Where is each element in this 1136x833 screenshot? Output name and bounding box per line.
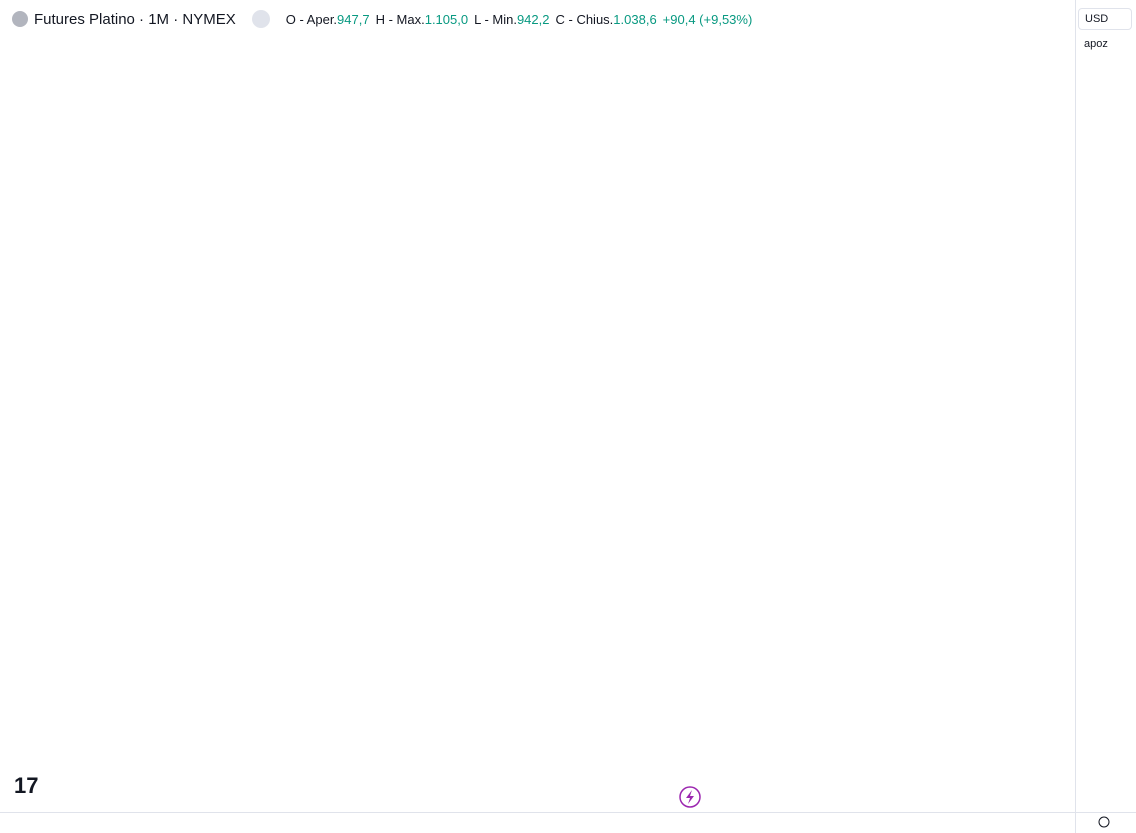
settings-icon[interactable] <box>1098 816 1110 828</box>
legend-header: Futures Platino · 1M · NYMEX O - Aper.94… <box>12 8 758 30</box>
currency-text: USD <box>1085 13 1109 25</box>
field-key: O - Aper. <box>285 11 338 27</box>
change: +90,4 (+9,53%) <box>662 11 753 27</box>
field-key: C - Chius. <box>555 11 614 27</box>
field-value: 1.105,0 <box>424 11 469 27</box>
currency[interactable]: USD <box>1078 8 1132 30</box>
field-value: 942,2 <box>516 11 550 27</box>
symbol-icon <box>12 11 28 27</box>
menu-button[interactable] <box>251 10 270 28</box>
field-value: 947,7 <box>337 11 370 27</box>
event-icon-bolt <box>686 790 694 804</box>
field-key: H - Max. <box>375 11 425 27</box>
logo: 17 <box>14 773 38 798</box>
symbol-title: Futures Platino · 1M · NYMEX <box>34 10 236 28</box>
scale-mode[interactable]: apoz <box>1078 33 1132 55</box>
field-value: 1.038,6 <box>613 11 657 27</box>
field-key: L - Min. <box>474 11 517 27</box>
scale-mode-text: apoz <box>1084 38 1108 50</box>
ohlc-fields: O - Aper.947,7 H - Max.1.105,0 L - Min.942… <box>286 12 663 27</box>
event-icon[interactable] <box>679 786 701 808</box>
